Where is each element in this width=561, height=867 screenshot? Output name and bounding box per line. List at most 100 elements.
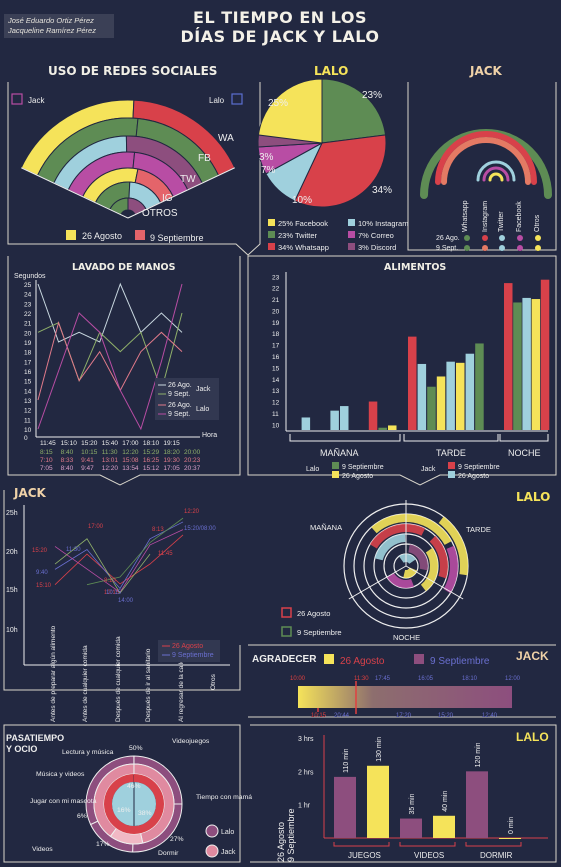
arc-twitter: [476, 160, 516, 182]
leisure-v-16: 16%: [117, 807, 131, 814]
jack-marker-icon: [11, 93, 23, 105]
food-bar: [378, 427, 387, 430]
handwash-xlabel: Hora: [202, 432, 217, 439]
authors-box: José Eduardo Ortiz Pérez Jacqueline Ramí…: [4, 14, 114, 38]
pie-legend-3: 7% Correo: [358, 231, 394, 240]
jr-y-10: 10h: [6, 627, 18, 634]
title-line-2: DÍAS DE JACK Y LALO: [180, 27, 380, 46]
jr-label-aug: 15:20: [32, 548, 48, 554]
jr-line-aug2: [54, 529, 184, 593]
lbars-bar-aug: [466, 771, 488, 838]
section-frames: [3, 82, 557, 863]
radial-arc-6: [420, 547, 438, 592]
food-bracket: [289, 434, 401, 442]
grat-top-time: 18:10: [462, 676, 478, 682]
food-bar: [340, 406, 349, 430]
food-ytick: 19: [272, 320, 280, 327]
hw-time: 10:15: [81, 449, 98, 456]
jack-social-dots: [464, 235, 541, 251]
hw-time: 18:20: [163, 449, 180, 456]
pie-label-34: 34%: [372, 185, 392, 196]
arc-instagram-aug: [441, 137, 531, 185]
food-bar: [522, 297, 531, 430]
fan-lalo-label: Lalo: [209, 96, 225, 105]
author-2: Jacqueline Ramírez Pérez: [8, 26, 96, 35]
food-jack-sep: 9 Septiembre: [458, 464, 500, 471]
jack-cat-3: Facebook: [516, 201, 523, 232]
jack-cat-2: Twitter: [498, 211, 505, 232]
hw-time: 11:30: [102, 449, 118, 456]
hw-xtick: 15:10: [61, 440, 78, 447]
leisure-leg-0: Lalo: [221, 829, 234, 836]
lbars-bracket: [333, 842, 390, 847]
hw-ytick: 20: [24, 330, 32, 337]
hw-xtick: 15:40: [102, 440, 119, 447]
pie-legend-0: 25% Facebook: [278, 219, 328, 228]
hw-series-0: [37, 282, 183, 343]
radial-arc-4: [429, 535, 449, 579]
legend-sep-swatch: [135, 230, 145, 240]
author-1: José Eduardo Ortiz Pérez: [8, 16, 94, 25]
radial-leg-0: 26 Agosto: [297, 609, 330, 618]
food-jack-aug: 26 Agosto: [458, 473, 489, 480]
food-ytick: 18: [272, 331, 280, 338]
pie-slice-discord: [257, 134, 323, 148]
radial-arc-0: [438, 516, 468, 576]
pie-label-10: 10%: [292, 195, 312, 206]
hw-xtick: 15:20: [81, 440, 98, 447]
grat-bottom-time: 12:40: [482, 713, 498, 719]
food-bar: [531, 299, 541, 430]
food-bar: [301, 417, 311, 430]
pie-legend-4: 34% Whatsapp: [278, 243, 329, 252]
leisure-leg-1: Jack: [221, 849, 236, 856]
radial-arc-7: [387, 573, 414, 588]
radial-arc-2: [443, 545, 458, 594]
jr-y-25: 25h: [6, 510, 18, 517]
lbars-ytick: 3 hrs: [298, 736, 314, 743]
hw-ytick: 12: [24, 408, 32, 415]
leisure-lbl-3: Jugar con mi mascota: [30, 798, 97, 805]
fan-edges: [21, 167, 235, 219]
jr-label-aug: 10:15: [104, 590, 120, 596]
jack-cat-4: Otros: [534, 214, 541, 232]
hw-ytick: 0: [24, 435, 28, 442]
jack-row2-label: 9 Sept.: [436, 245, 458, 252]
leisure-v-50: 50%: [129, 745, 143, 752]
fan-label-otros: OTROS: [142, 208, 178, 219]
food-bar: [475, 343, 484, 430]
leisure-lbl-4: Tiempo con mamá: [196, 794, 252, 801]
hw-ytick: 22: [24, 311, 32, 318]
grat-top-time: 10:00: [290, 676, 306, 682]
hw-ytick: 11: [24, 417, 31, 424]
jr-line-sep3: [54, 538, 151, 594]
food-ytick: 15: [272, 365, 280, 372]
jr-leg-0: 26 Agosto: [172, 643, 203, 650]
fan-jack-label: Jack: [28, 96, 45, 105]
jr-line-sep2: [86, 517, 184, 586]
fan-label-tw: TW: [180, 174, 196, 185]
hw-ytick: 25: [24, 282, 32, 289]
social-title: USO DE REDES SOCIALES: [48, 64, 218, 78]
jr-label-sep: 9:40: [36, 570, 48, 576]
grat-bottom-time: 17:20: [396, 713, 412, 719]
leisure-title-1: PASATIEMPO: [6, 733, 64, 743]
hw-time: 15:08: [122, 457, 139, 464]
jr-y-20: 20h: [6, 549, 18, 556]
lbars-category: JUEGOS: [348, 851, 381, 860]
food-category: MAÑANA: [320, 448, 359, 458]
food-bracket: [403, 434, 499, 442]
lalo-marker-icon: [231, 93, 243, 105]
lbars-label: 0 min: [508, 817, 515, 834]
hw-leg-3: 9 Sept.: [168, 411, 190, 418]
hw-time: 15:12: [143, 465, 160, 472]
lbars-ytick: 2 hrs: [298, 769, 314, 776]
hw-time: 7:05: [40, 465, 53, 472]
hw-time: 13:01: [102, 457, 119, 464]
radial-arc-3: [370, 524, 426, 549]
hw-ytick: 18: [24, 350, 32, 357]
pie-legend-5: 3% Discord: [358, 243, 396, 252]
